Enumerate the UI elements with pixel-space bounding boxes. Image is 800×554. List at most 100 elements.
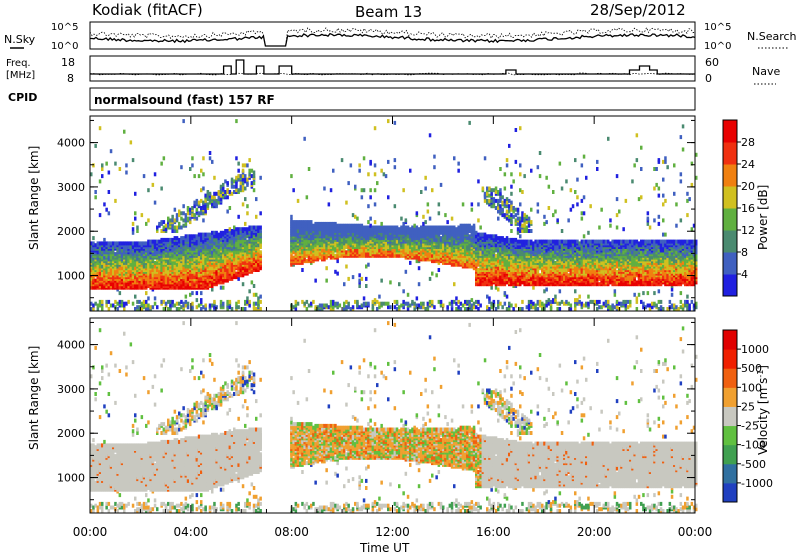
power-cell xyxy=(510,218,513,223)
power-cell xyxy=(153,296,157,301)
power-cell xyxy=(303,220,306,225)
power-cell xyxy=(118,291,122,296)
power-cell xyxy=(468,234,471,239)
power-cell xyxy=(490,191,493,196)
power-cell xyxy=(468,299,471,304)
power-cell xyxy=(211,202,214,207)
power-cell xyxy=(125,301,128,306)
power-cell xyxy=(428,225,432,230)
power-cell xyxy=(477,202,480,207)
power-cell xyxy=(246,211,249,216)
power-cell xyxy=(255,307,258,311)
power-cell xyxy=(175,275,179,280)
power-cell xyxy=(376,307,379,311)
power-cell xyxy=(145,241,148,246)
power-cell xyxy=(310,301,313,306)
power-cell xyxy=(204,257,207,262)
power-cell xyxy=(147,296,150,301)
power-cell xyxy=(492,299,496,304)
power-cell xyxy=(184,213,188,218)
power-cell xyxy=(415,259,419,264)
power-cell xyxy=(114,299,117,304)
power-cell xyxy=(202,200,205,205)
power-cell xyxy=(338,303,342,308)
power-cell xyxy=(101,271,104,276)
power-cell xyxy=(171,299,174,304)
power-cell xyxy=(479,252,482,257)
power-cell xyxy=(98,246,102,251)
power-cell xyxy=(219,285,223,290)
power-cell xyxy=(224,179,227,184)
power-cell xyxy=(134,241,137,246)
power-cell xyxy=(510,213,513,218)
power-cell xyxy=(226,188,229,193)
nave-tick-top: 60 xyxy=(705,56,719,69)
power-cell xyxy=(140,280,144,285)
power-cell xyxy=(439,225,443,230)
power-cell xyxy=(131,230,135,235)
power-cell xyxy=(325,234,328,239)
power-cell xyxy=(162,307,166,311)
power-cell xyxy=(114,161,117,166)
power-cell xyxy=(343,246,346,251)
power-cell xyxy=(153,200,157,205)
power-cell xyxy=(228,227,232,232)
power-cell xyxy=(147,218,150,223)
power-cell xyxy=(235,271,238,276)
power-cell xyxy=(292,250,295,255)
power-cell xyxy=(426,202,430,207)
power-cell xyxy=(134,253,137,258)
power-cell xyxy=(497,266,500,271)
power-cell xyxy=(505,209,509,214)
power-cell xyxy=(349,163,353,168)
power-cell xyxy=(178,307,181,311)
power-cell xyxy=(336,301,339,306)
power-cell xyxy=(450,299,454,304)
power-cell xyxy=(94,143,97,148)
power-cell xyxy=(167,237,170,242)
power-cell xyxy=(512,250,515,255)
power-cell xyxy=(512,209,515,214)
power-cell xyxy=(378,225,381,230)
power-cell xyxy=(378,301,381,306)
power-cell xyxy=(186,234,190,239)
power-cell xyxy=(246,239,249,244)
power-cell xyxy=(494,234,498,239)
power-cell xyxy=(501,207,504,212)
power-cell xyxy=(248,168,251,173)
power-cell xyxy=(334,221,337,226)
power-cell xyxy=(387,119,390,124)
power-cell xyxy=(510,200,513,205)
power-cell xyxy=(310,223,313,228)
power-cell xyxy=(490,198,493,203)
power-cell xyxy=(178,209,181,214)
power-cell xyxy=(171,229,174,233)
power-cell xyxy=(492,197,496,202)
power-cell xyxy=(362,225,366,230)
power-heatmap-cells xyxy=(90,119,698,311)
power-cell xyxy=(101,260,104,265)
power-cell xyxy=(512,237,515,242)
power-cell xyxy=(120,275,124,280)
power-cell xyxy=(395,299,399,304)
power-cell xyxy=(241,307,245,311)
power-cell xyxy=(246,177,249,182)
power-cell xyxy=(193,204,196,209)
power-cell xyxy=(195,234,199,239)
power-cell xyxy=(510,303,513,308)
power-cell xyxy=(259,307,262,311)
power-cell xyxy=(219,197,223,202)
power-cell xyxy=(470,207,474,212)
power-cell xyxy=(486,198,489,203)
power-cell xyxy=(171,214,174,219)
power-cell xyxy=(358,163,361,168)
power-cell xyxy=(512,262,515,267)
power-cell xyxy=(365,253,368,258)
power-cell xyxy=(483,198,487,203)
power-cell xyxy=(160,299,163,304)
power-cell xyxy=(244,197,247,202)
power-cell xyxy=(378,294,381,299)
power-cell xyxy=(244,179,247,184)
power-cell xyxy=(464,299,467,304)
power-cell xyxy=(334,241,337,246)
